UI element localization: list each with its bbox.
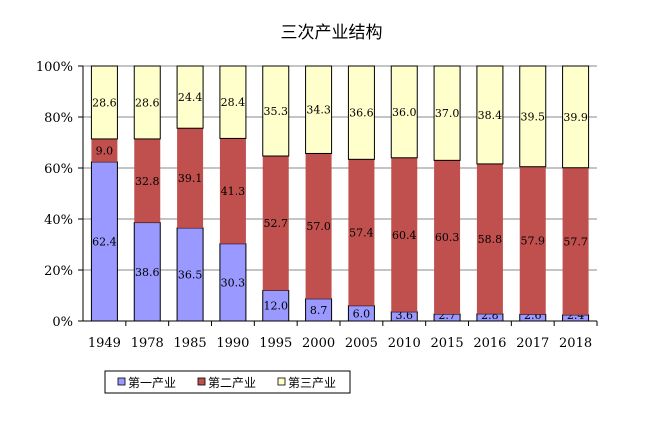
x-tick-label: 1995 — [259, 336, 292, 351]
data-label: 57.4 — [349, 227, 374, 240]
bar-segment — [434, 160, 461, 315]
bar-segment — [390, 65, 418, 159]
bar-segment — [562, 65, 590, 169]
x-tick-label: 2018 — [559, 336, 592, 351]
x-tick-label: 1978 — [131, 336, 164, 351]
data-label: 57.0 — [306, 220, 331, 233]
bar-segment — [347, 65, 375, 160]
bar-segment — [177, 128, 204, 228]
legend-swatch — [197, 377, 206, 386]
data-label: 28.6 — [92, 96, 117, 109]
x-tick-label: 2010 — [388, 336, 421, 351]
data-label: 38.4 — [478, 109, 503, 122]
bar-segment — [91, 138, 118, 162]
bar-segment — [519, 65, 547, 168]
x-tick-label: 1949 — [88, 336, 121, 351]
y-tick-label: 40% — [44, 213, 73, 228]
bar-segment — [433, 65, 461, 161]
legend-label: 第三产业 — [288, 376, 336, 390]
data-label: 41.3 — [221, 185, 246, 198]
x-tick-label: 2016 — [473, 336, 506, 351]
x-tick-label: 1985 — [174, 336, 207, 351]
bar-segment — [262, 65, 290, 157]
data-label: 28.6 — [135, 96, 160, 109]
data-label: 52.7 — [264, 217, 289, 230]
chart-title: 三次产业结构 — [280, 23, 383, 43]
bar-segment — [133, 222, 161, 322]
data-label: 60.3 — [435, 231, 460, 244]
data-label: 37.0 — [435, 107, 460, 120]
legend-label: 第二产业 — [208, 376, 256, 390]
legend-box — [104, 370, 351, 394]
data-label: 12.0 — [264, 300, 289, 313]
bar-segment — [476, 163, 503, 314]
data-label: 39.9 — [563, 111, 588, 124]
data-label: 60.4 — [392, 229, 417, 242]
bar-segment — [476, 65, 504, 165]
x-tick-label: 1990 — [216, 336, 249, 351]
data-label: 6.0 — [353, 307, 371, 320]
legend-label: 第一产业 — [128, 376, 176, 390]
data-label: 39.5 — [521, 110, 546, 123]
legend-swatch — [277, 377, 286, 386]
y-tick-label: 0% — [52, 315, 73, 330]
bar-segment — [262, 156, 289, 291]
x-tick-label: 2000 — [302, 336, 335, 351]
x-tick-label: 2005 — [345, 336, 378, 351]
data-label: 36.0 — [392, 106, 417, 119]
bar-segment — [305, 65, 333, 154]
bar-segment — [348, 159, 375, 306]
bar-segment — [219, 65, 247, 139]
bar-segment — [90, 65, 118, 140]
data-label: 35.3 — [264, 105, 289, 118]
bar-segment — [133, 65, 161, 140]
bar-segment — [134, 138, 161, 223]
data-label: 34.3 — [306, 104, 331, 117]
data-label: 24.4 — [178, 91, 203, 104]
x-tick-label: 2015 — [431, 336, 464, 351]
bar-segment — [305, 153, 332, 299]
bar-segment — [519, 166, 546, 315]
data-label: 8.7 — [310, 304, 328, 317]
data-label: 9.0 — [96, 144, 114, 157]
data-label: 58.8 — [478, 233, 503, 246]
data-label: 3.6 — [396, 309, 414, 322]
data-label: 62.4 — [92, 235, 117, 248]
bar-segment — [176, 65, 204, 129]
data-label: 32.8 — [135, 175, 160, 188]
data-label: 38.6 — [135, 266, 160, 279]
bar-segment — [391, 157, 418, 312]
bar-segment — [562, 167, 589, 315]
data-label: 30.3 — [221, 276, 246, 289]
data-label: 28.4 — [221, 96, 246, 109]
bar-segment — [176, 227, 204, 322]
x-tick-label: 2017 — [516, 336, 549, 351]
data-label: 57.9 — [521, 235, 546, 248]
data-label: 36.5 — [178, 268, 203, 281]
data-label: 36.6 — [349, 107, 374, 120]
legend-swatch — [117, 377, 126, 386]
y-tick-label: 60% — [44, 162, 73, 177]
y-tick-label: 20% — [44, 264, 73, 279]
bar-segment — [262, 289, 290, 322]
data-label: 39.1 — [178, 172, 203, 185]
bar-segment — [219, 138, 246, 244]
y-tick-label: 80% — [44, 111, 73, 126]
data-label: 57.7 — [563, 235, 588, 248]
bar-segment — [90, 161, 118, 322]
y-tick-label: 100% — [36, 60, 73, 75]
